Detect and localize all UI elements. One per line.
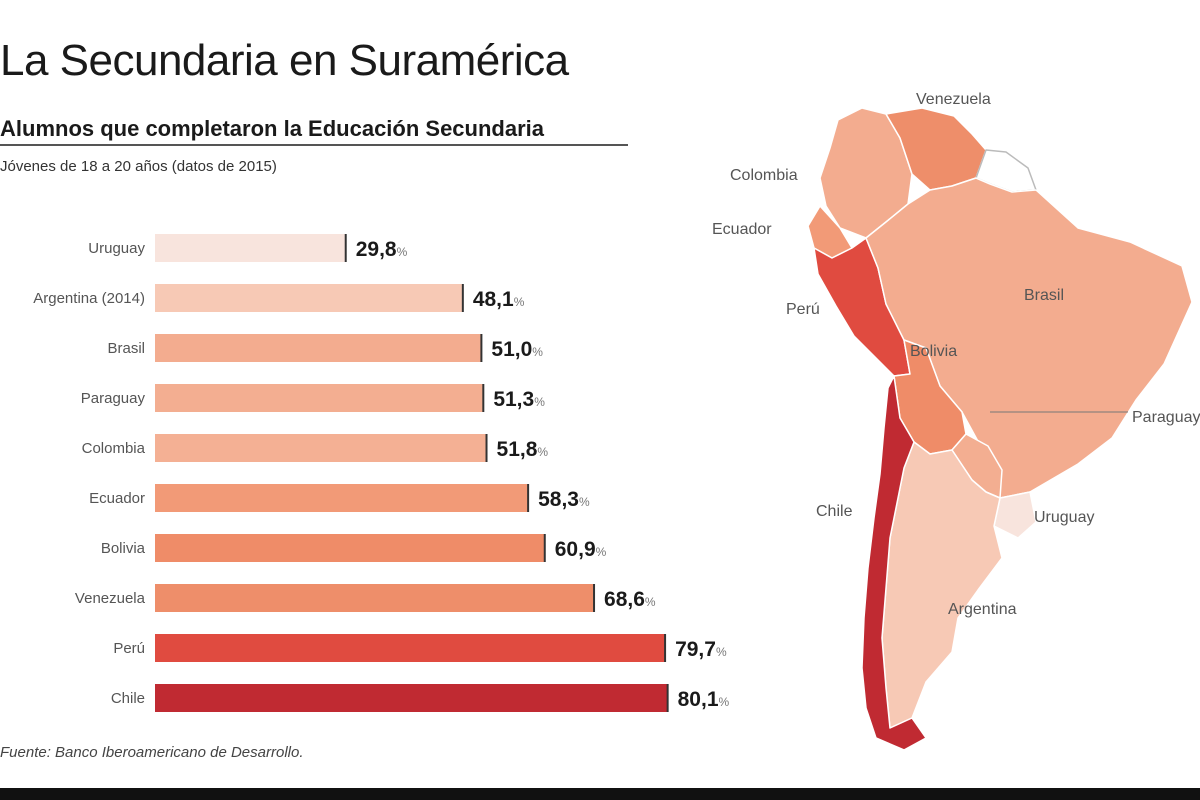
value-label: 51,8% [497, 438, 549, 461]
bottom-border [0, 788, 1200, 800]
category-label: Colombia [82, 440, 146, 457]
bar [155, 684, 668, 712]
chart-note: Jóvenes de 18 a 20 años (datos de 2015) [0, 158, 277, 175]
map-label-chile: Chile [816, 503, 853, 520]
map-label-venezuela: Venezuela [916, 91, 991, 108]
value-label: 48,1% [473, 288, 525, 311]
category-label: Perú [113, 640, 145, 657]
category-label: Brasil [107, 340, 145, 357]
map-label-argentina: Argentina [948, 601, 1017, 618]
value-label: 79,7% [675, 638, 727, 661]
bar [155, 384, 484, 412]
map-label-ecuador: Ecuador [712, 221, 772, 238]
value-label: 80,1% [678, 688, 730, 711]
south-america-map: Venezuela Colombia Ecuador Perú Brasil B… [712, 91, 1200, 751]
category-label: Uruguay [88, 240, 145, 257]
value-label: 68,6% [604, 588, 656, 611]
chart-title: La Secundaria en Suramérica [0, 36, 569, 85]
category-label: Paraguay [81, 390, 146, 407]
bar [155, 534, 545, 562]
bar [155, 484, 529, 512]
category-label: Chile [111, 690, 145, 707]
category-label: Ecuador [89, 490, 145, 507]
value-label: 58,3% [538, 488, 590, 511]
subtitle-underline [0, 144, 628, 146]
bar [155, 334, 482, 362]
bar [155, 634, 666, 662]
map-label-peru: Perú [786, 301, 820, 318]
value-label: 60,9% [555, 538, 607, 561]
bar-chart: Uruguay 29,8% Argentina (2014) 48,1% Brasil 5… [33, 234, 730, 712]
map-country-chile [861, 375, 927, 751]
map-label-paraguay: Paraguay [1132, 409, 1200, 426]
map-label-uruguay: Uruguay [1034, 509, 1094, 526]
category-label: Venezuela [75, 590, 146, 607]
map-label-colombia: Colombia [730, 167, 798, 184]
value-label: 51,3% [493, 388, 545, 411]
chart-source: Fuente: Banco Iberoamericano de Desarrol… [0, 744, 304, 761]
value-label: 51,0% [491, 338, 543, 361]
bar [155, 434, 487, 462]
category-label: Bolivia [101, 540, 146, 557]
bar [155, 284, 463, 312]
value-label: 29,8% [356, 238, 408, 261]
bar [155, 234, 346, 262]
category-label: Argentina (2014) [33, 290, 145, 307]
bar [155, 584, 595, 612]
map-label-bolivia: Bolivia [910, 343, 957, 360]
map-label-brasil: Brasil [1024, 287, 1064, 304]
chart-subtitle: Alumnos que completaron la Educación Sec… [0, 116, 545, 141]
